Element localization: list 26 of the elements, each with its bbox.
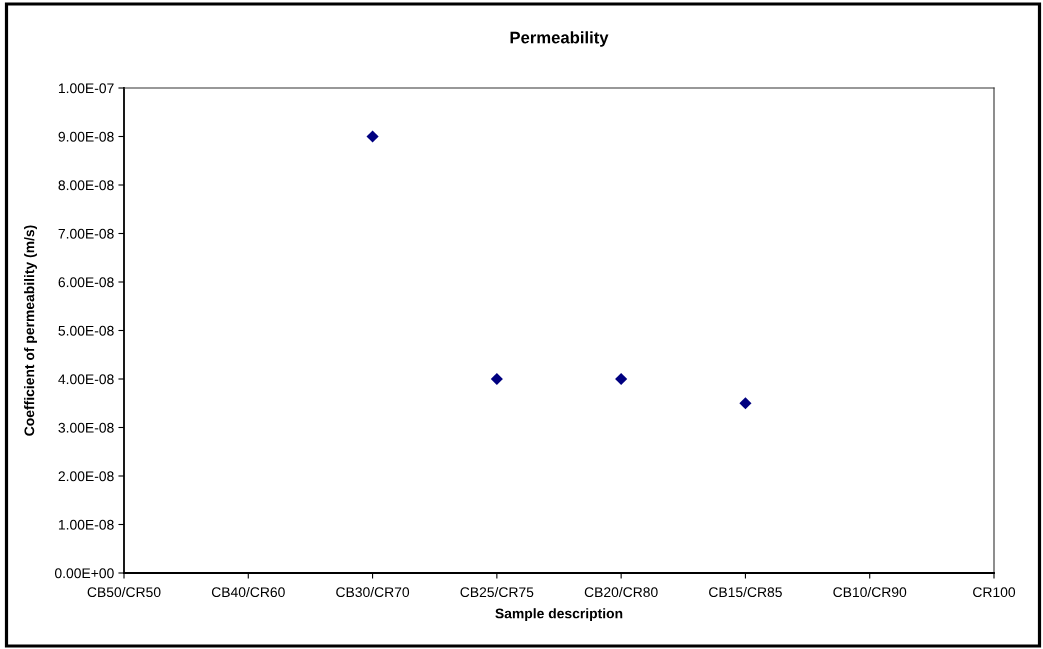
y-tick-label: 5.00E-08	[58, 325, 114, 336]
y-tick-label: 4.00E-08	[58, 374, 114, 385]
y-tick-label: 8.00E-08	[58, 180, 114, 191]
point	[366, 130, 379, 143]
point	[739, 397, 752, 410]
y-tick-label: 3.00E-08	[58, 422, 114, 433]
x-tick-label: CB30/CR70	[336, 586, 410, 598]
x-tick-label: CB50/CR50	[87, 586, 161, 598]
chart-title: Permeability	[510, 31, 609, 47]
point	[615, 372, 628, 386]
x-axis-title: Sample description	[495, 608, 623, 622]
x-tick-label: CB40/CR60	[211, 586, 285, 598]
x-tick-label: CB25/CR75	[460, 586, 534, 598]
point	[490, 372, 503, 386]
y-axis-title: Coefficient of permeability (m/s)	[24, 225, 37, 436]
x-tick-label: CB20/CR80	[584, 586, 658, 598]
x-tick-label: CR100	[973, 587, 1016, 598]
x-tick-label: CB15/CR85	[709, 586, 782, 598]
y-tick-label: 6.00E-08	[58, 277, 114, 288]
y-tick-label: 1.00E-08	[58, 519, 114, 530]
y-tick-label: 0.00E+00	[54, 568, 114, 579]
y-tick-label: 1.00E-07	[58, 83, 114, 94]
y-tick-label: 7.00E-08	[58, 228, 114, 239]
x-tick-label: CB10/CR90	[833, 586, 907, 598]
y-tick-label: 9.00E-08	[58, 131, 114, 142]
y-tick-label: 2.00E-08	[58, 471, 114, 482]
